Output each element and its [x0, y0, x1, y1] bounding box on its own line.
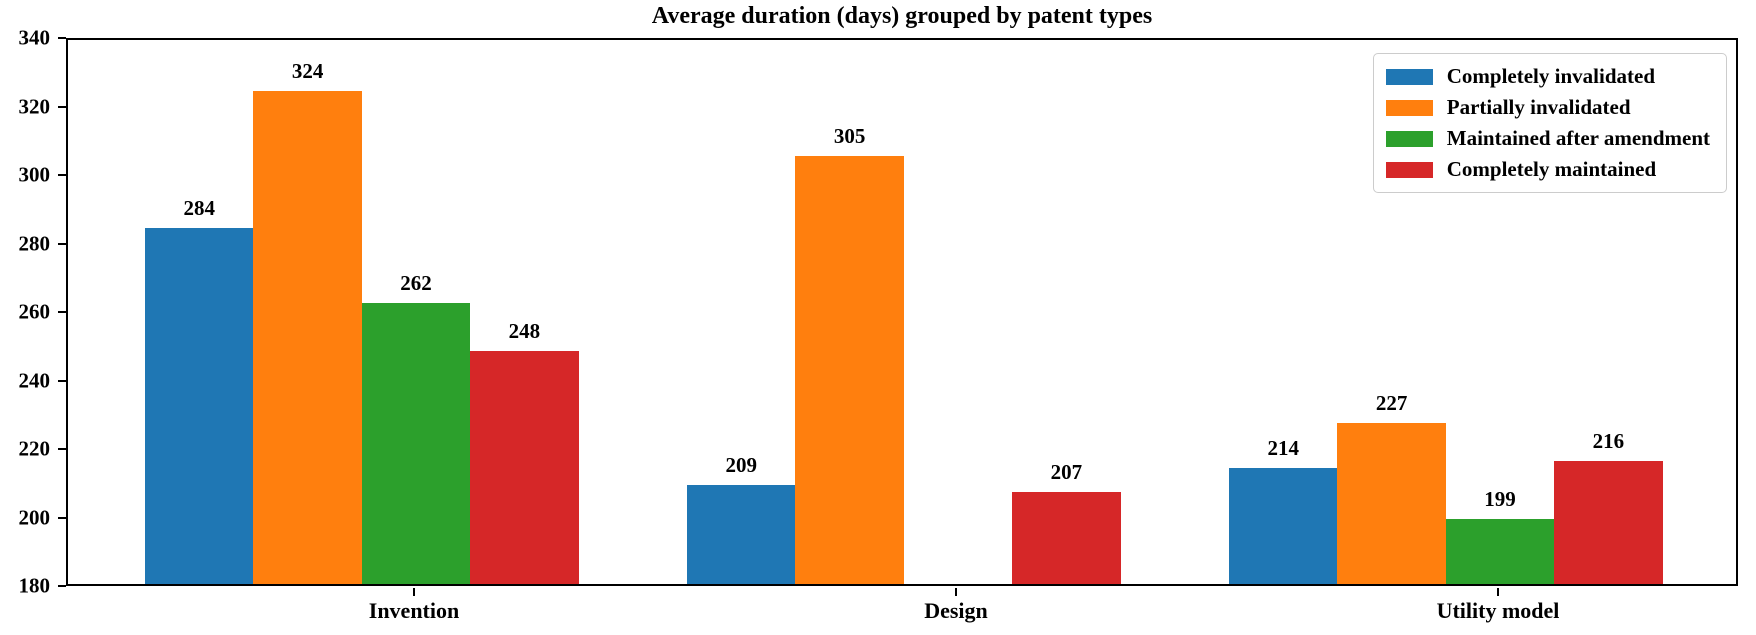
x-tick-mark-utility-model: [1497, 588, 1499, 596]
bar-value-label-utility-model-completely-invalidated: 214: [1267, 435, 1299, 460]
y-tick-mark: [58, 516, 66, 519]
bar-value-label-utility-model-maintained-after-amendment: 199: [1484, 486, 1516, 511]
legend: Completely invalidated Partially invalida…: [1372, 53, 1727, 193]
bar-value-label-invention-maintained-after-amendment: 262: [400, 271, 432, 296]
x-tick-label-design: Design: [924, 598, 988, 623]
bar-value-label-invention-completely-invalidated: 284: [183, 195, 215, 220]
bar-invention-completely-invalidated: [145, 227, 254, 584]
y-tick-label-200: 200: [18, 505, 51, 529]
chart-title: Average duration (days) grouped by paten…: [651, 3, 1153, 29]
x-tick-label-utility-model: Utility model: [1436, 598, 1560, 623]
bar-design-partially-invalidated: [795, 155, 904, 584]
legend-label: Partially invalidated: [1446, 95, 1631, 119]
legend-item-partially-invalidated: Partially invalidated: [1385, 95, 1710, 120]
y-tick-mark: [58, 448, 66, 450]
bar-design-completely-invalidated: [687, 484, 796, 584]
legend-swatch-icon: [1385, 68, 1433, 85]
plot-area: 284 209 214 324 305 227 262 199 248 207 216 Comple…: [66, 38, 1738, 586]
bar-invention-maintained-after-amendment: [361, 303, 471, 584]
legend-label: Completely maintained: [1446, 157, 1657, 181]
legend-item-completely-maintained: Completely maintained: [1385, 157, 1710, 182]
y-tick-mark: [58, 37, 66, 39]
bar-invention-partially-invalidated: [253, 90, 362, 584]
y-tick-label-300: 300: [18, 162, 51, 187]
y-tick-label-320: 320: [18, 94, 51, 118]
x-tick-label-invention: Invention: [368, 598, 460, 623]
legend-label: Completely invalidated: [1446, 64, 1655, 88]
y-tick-label-220: 220: [18, 436, 51, 461]
bar-utility-model-partially-invalidated: [1337, 423, 1446, 584]
y-tick-label-180: 180: [18, 573, 51, 598]
legend-label: Maintained after amendment: [1446, 126, 1710, 150]
bar-value-label-design-completely-maintained: 207: [1050, 459, 1083, 484]
y-tick-label-260: 260: [18, 299, 51, 324]
legend-item-maintained-after-amendment: Maintained after amendment: [1385, 126, 1710, 151]
bar-invention-completely-maintained: [470, 351, 579, 584]
bar-value-label-invention-completely-maintained: 248: [508, 319, 541, 344]
y-tick-mark: [58, 379, 66, 382]
y-tick-label-280: 280: [18, 231, 51, 255]
y-tick-mark: [58, 311, 66, 313]
bar-value-label-utility-model-partially-invalidated: 227: [1375, 391, 1408, 416]
legend-swatch-icon: [1385, 99, 1433, 116]
y-tick-label-340: 340: [18, 25, 51, 50]
bar-value-label-design-partially-invalidated: 305: [833, 123, 866, 148]
y-tick-mark: [58, 105, 66, 108]
bar-value-label-invention-partially-invalidated: 324: [291, 58, 324, 83]
x-tick-mark-design: [955, 588, 957, 596]
x-tick-mark-invention: [413, 588, 415, 596]
bar-utility-model-completely-invalidated: [1229, 467, 1338, 584]
bar-utility-model-completely-maintained: [1554, 460, 1663, 584]
bar-design-completely-maintained: [1012, 491, 1121, 584]
legend-swatch-icon: [1385, 161, 1433, 178]
y-tick-label-240: 240: [18, 368, 51, 392]
bar-utility-model-maintained-after-amendment: [1445, 518, 1555, 584]
bar-value-label-utility-model-completely-maintained: 216: [1592, 428, 1625, 453]
y-tick-mark: [58, 585, 66, 587]
legend-item-completely-invalidated: Completely invalidated: [1385, 64, 1710, 89]
bar-value-label-design-completely-invalidated: 209: [725, 452, 757, 477]
y-tick-mark: [58, 174, 66, 176]
y-tick-mark: [58, 242, 66, 245]
legend-swatch-icon: [1385, 130, 1433, 147]
